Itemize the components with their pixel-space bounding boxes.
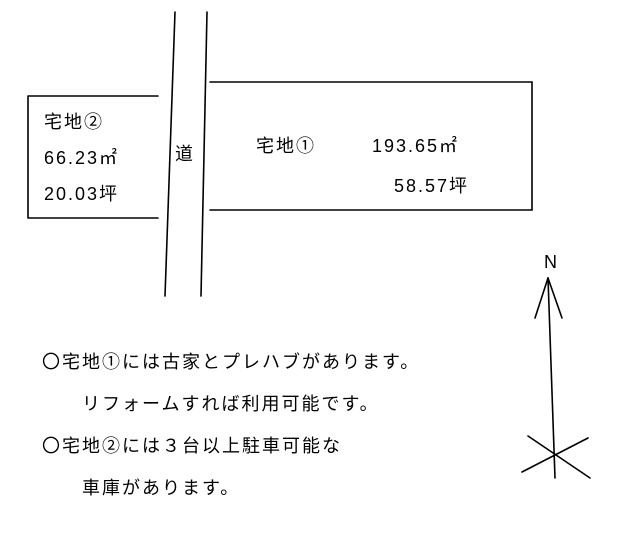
plot2-area-tsubo: 20.03坪 xyxy=(44,180,119,206)
compass-label: N xyxy=(544,252,559,273)
compass-arrow-right xyxy=(548,278,562,318)
note-line-3: 〇宅地②には３台以上駐車可能な xyxy=(42,432,342,458)
road-right-line xyxy=(201,12,207,296)
plot1-area-tsubo: 58.57坪 xyxy=(394,172,469,198)
compass-needle xyxy=(548,278,555,478)
note-line-2: リフォームすれば利用可能です。 xyxy=(82,390,380,416)
note-line-1: 〇宅地①には古家とプレハブがあります。 xyxy=(42,348,420,374)
compass-arrow-left xyxy=(535,278,548,318)
road-label: 道 xyxy=(175,140,195,166)
note-line-4: 車庫があります。 xyxy=(82,474,240,500)
plot1-area-m2: 193.65㎡ xyxy=(372,132,459,158)
plot2-area-m2: 66.23㎡ xyxy=(44,144,119,170)
plot2-title: 宅地② xyxy=(44,108,104,134)
road-left-line xyxy=(165,12,175,296)
plot1-title: 宅地① xyxy=(256,132,316,158)
diagram-stage: 宅地② 66.23㎡ 20.03坪 道 宅地① 193.65㎡ 58.57坪 N… xyxy=(0,0,640,537)
